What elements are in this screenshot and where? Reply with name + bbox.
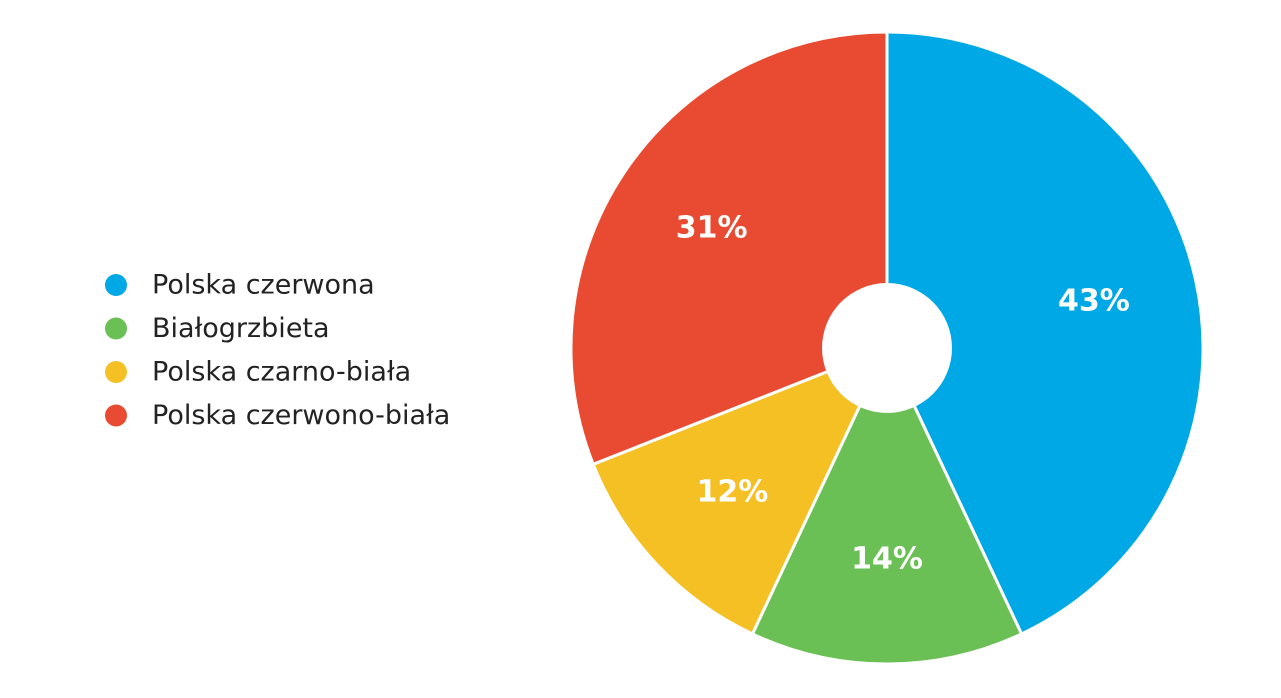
legend-label: Polska czarno-biała bbox=[152, 357, 411, 388]
legend-marker bbox=[105, 361, 127, 383]
legend-label: Polska czerwona bbox=[152, 270, 375, 301]
value-label: 12% bbox=[697, 475, 769, 510]
value-label: 43% bbox=[1058, 283, 1130, 318]
pie-slice bbox=[569, 30, 889, 467]
legend-marker bbox=[105, 404, 127, 427]
pie-slice bbox=[750, 344, 1024, 666]
pie-hole bbox=[822, 283, 952, 413]
pie-slice bbox=[591, 345, 890, 636]
legend-label: Polska czerwono-biała bbox=[152, 400, 450, 431]
value-label: 14% bbox=[851, 542, 923, 577]
legend-marker bbox=[105, 274, 127, 296]
value-label: 31% bbox=[676, 210, 748, 245]
pie-slice bbox=[885, 30, 1205, 636]
legend-label: Białogrzbieta bbox=[152, 313, 330, 344]
legend-marker bbox=[105, 317, 127, 340]
